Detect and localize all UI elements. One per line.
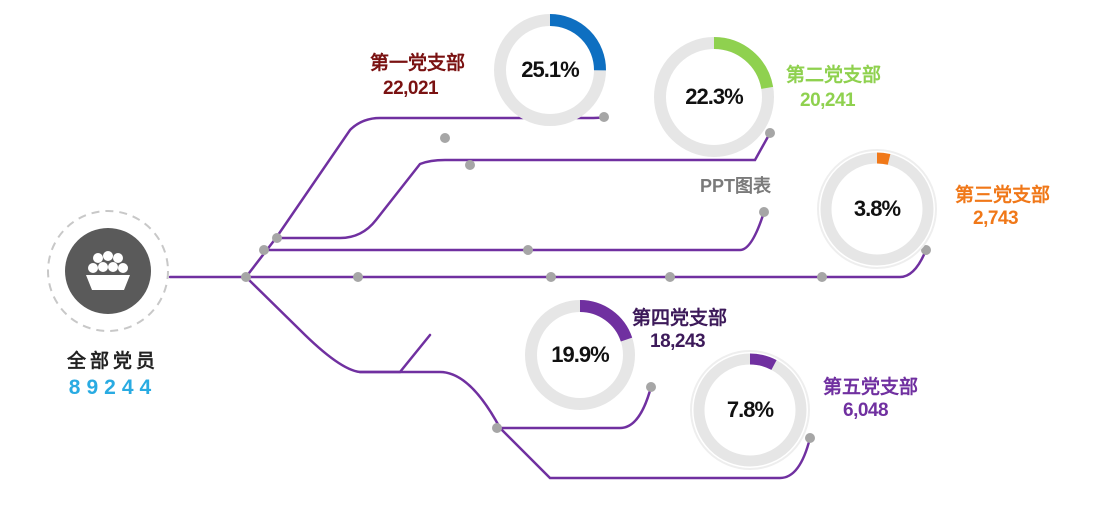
branch-count-label: 2,743 <box>973 208 1019 229</box>
branch-name-label: 第五党支部 <box>823 377 919 398</box>
branch-count-label: 22,021 <box>383 78 439 99</box>
donut-value-arc <box>549 14 606 71</box>
donut-percent-label: 7.8% <box>726 397 774 422</box>
branch-line <box>244 275 432 374</box>
junction-dot <box>646 382 656 392</box>
junction-dot <box>440 133 450 143</box>
donut-value-arc <box>713 37 774 90</box>
donut-percent-label: 19.9% <box>551 342 609 367</box>
junction-dot <box>523 245 533 255</box>
donut-rings <box>494 14 937 470</box>
donut-outer-ring <box>690 350 810 470</box>
hub-circle <box>65 228 151 314</box>
donut-2 <box>654 37 774 157</box>
donut-outer-ring <box>817 149 937 269</box>
junction-dot <box>599 112 609 122</box>
branch-line <box>168 115 606 279</box>
donut-3 <box>817 149 937 269</box>
donut-4 <box>525 300 635 410</box>
hub <box>47 210 169 332</box>
branch-name-label: 第二党支部 <box>786 65 882 86</box>
branch-name-label: 第四党支部 <box>632 308 728 329</box>
branch-name-label: 第三党支部 <box>955 185 1051 206</box>
junction-dot <box>921 245 931 255</box>
junction-dot <box>241 272 251 282</box>
junction-dot <box>759 207 769 217</box>
donut-percent-label: 22.3% <box>685 84 743 109</box>
junction-dot <box>817 272 827 282</box>
watermark-text: PPT图表 <box>700 176 772 196</box>
branch-lines <box>168 115 928 480</box>
donut-percent-label: 25.1% <box>521 57 579 82</box>
branch-count-label: 20,241 <box>800 90 856 111</box>
branch-line <box>498 426 812 480</box>
donut-value-arc <box>579 300 633 342</box>
total-label: 全部党员 <box>66 351 159 372</box>
donut-percent-label: 3.8% <box>853 196 901 221</box>
junction-dot <box>546 272 556 282</box>
junction-dot <box>259 245 269 255</box>
branch-count-label: 6,048 <box>843 400 889 421</box>
branch-count-label: 18,243 <box>650 331 706 352</box>
junction-dot <box>805 433 815 443</box>
junction-dot <box>492 423 502 433</box>
branch-line <box>244 248 928 279</box>
people-group-icon <box>86 251 130 290</box>
junction-dot <box>353 272 363 282</box>
donut-value-arc <box>876 152 891 165</box>
branch-line <box>274 131 772 240</box>
branch-line <box>262 210 766 252</box>
junction-dot <box>272 233 282 243</box>
junction-dot <box>765 128 775 138</box>
hub-dashed-ring <box>47 210 169 332</box>
donut-value-arc <box>749 353 777 370</box>
junction-dot <box>665 272 675 282</box>
branch-name-label: 第一党支部 <box>370 53 466 74</box>
junction-dots <box>241 112 931 443</box>
donut-5 <box>690 350 810 470</box>
donut-1 <box>494 14 606 126</box>
junction-dot <box>465 160 475 170</box>
total-value: 89244 <box>68 376 158 399</box>
